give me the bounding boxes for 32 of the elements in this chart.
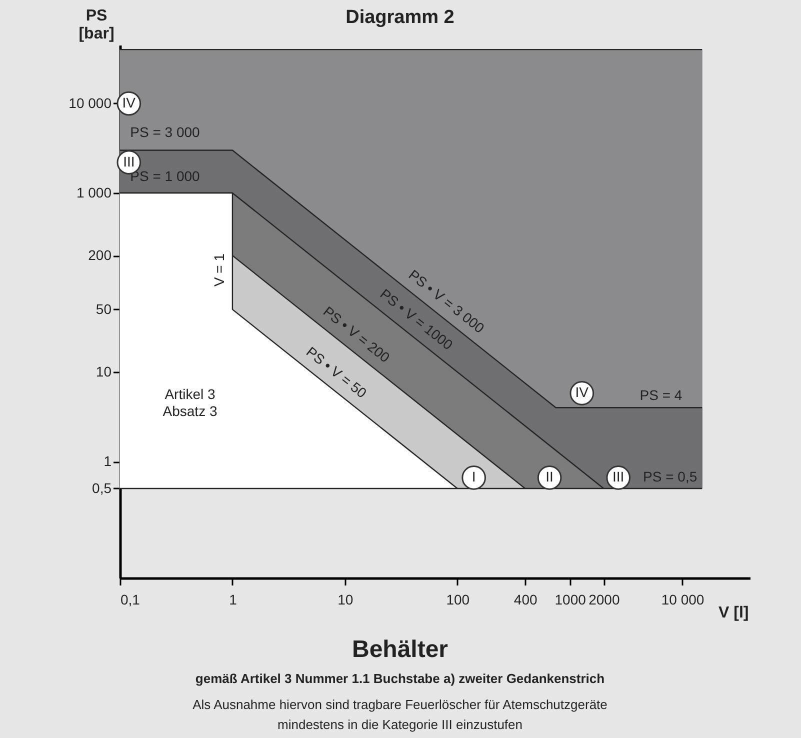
chart-title: Diagramm 2 bbox=[346, 7, 454, 28]
annotation: IV bbox=[122, 94, 136, 110]
x-tick-label: 10 000 bbox=[661, 592, 704, 608]
x-axis-title: V [l] bbox=[718, 604, 749, 622]
annotation: III bbox=[612, 468, 624, 485]
annotation: PS = 4 bbox=[640, 387, 682, 403]
annotation: IV bbox=[575, 384, 590, 400]
x-tick-label: 2000 bbox=[588, 592, 620, 608]
text: gemäß Artikel 3 Nummer 1.1 Buchstabe a) zweiter Gedankenstrich bbox=[195, 671, 605, 686]
x-tick-label: 400 bbox=[514, 592, 538, 608]
x-tick-label: 1 bbox=[229, 592, 238, 608]
y-tick-label: 10 bbox=[96, 364, 112, 380]
annotation: II bbox=[546, 468, 554, 485]
ref-line-label: PS = 0,5 bbox=[643, 468, 698, 484]
annotation: I bbox=[472, 468, 476, 485]
annotation: V = 1 bbox=[211, 253, 227, 287]
y-tick-label: 0,5 bbox=[92, 480, 112, 496]
annotation: III bbox=[123, 153, 135, 170]
y-tick-label: 10 000 bbox=[68, 94, 112, 111]
x-tick-label: 10 bbox=[338, 592, 354, 608]
y-axis-title: PS [bar] bbox=[78, 8, 114, 42]
text: Als Ausnahme hiervon sind tragbare Feuerlöscher für Atemschutzgeräte mindestens in die Kategorie III einzustufen bbox=[192, 697, 608, 732]
text: Behälter bbox=[352, 636, 448, 663]
x-tick-label: 0,1 bbox=[120, 592, 140, 608]
y-tick-label: 50 bbox=[96, 300, 112, 317]
x-tick-label: 100 bbox=[446, 592, 470, 608]
x-tick-label: 1000 bbox=[554, 592, 586, 608]
y-tick-label: 1 bbox=[104, 453, 112, 470]
y-tick-label: 200 bbox=[88, 247, 112, 264]
annotation: PS = 3 000 bbox=[130, 124, 200, 140]
annotation: Artikel 3 Absatz 3 bbox=[162, 386, 218, 419]
y-tick-label: 1 000 bbox=[76, 184, 112, 200]
